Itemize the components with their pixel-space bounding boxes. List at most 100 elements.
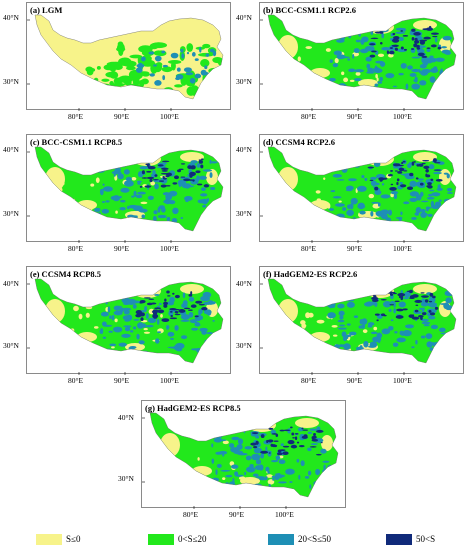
yellow-speck xyxy=(238,476,246,481)
teal-patch xyxy=(156,166,166,169)
teal-patch xyxy=(124,319,131,322)
navy-patch xyxy=(369,43,376,46)
tibet-map xyxy=(142,412,339,509)
lon-label-80: 80°E xyxy=(301,112,317,121)
teal-patch xyxy=(110,195,119,201)
navy-patch xyxy=(279,449,286,452)
navy-patch xyxy=(425,174,431,178)
navy-patch xyxy=(313,432,316,437)
navy-patch xyxy=(393,35,400,40)
navy-patch xyxy=(177,169,182,173)
navy-patch xyxy=(173,175,180,180)
teal-patch xyxy=(328,77,336,82)
teal-patch xyxy=(220,439,227,442)
teal-patch xyxy=(370,176,377,180)
navy-patch xyxy=(414,39,420,44)
navy-patch xyxy=(180,163,186,165)
green-patch xyxy=(196,94,207,99)
teal-patch xyxy=(421,307,425,313)
lat-label-40: 40°N xyxy=(236,13,252,22)
green-patch xyxy=(145,89,159,96)
navy-patch xyxy=(267,439,274,443)
yellow-speck xyxy=(343,77,349,83)
yellow-speck xyxy=(50,346,58,351)
teal-patch xyxy=(181,53,185,59)
basin-yellow xyxy=(192,466,212,476)
navy-patch xyxy=(146,291,154,293)
navy-patch xyxy=(272,444,278,448)
teal-patch xyxy=(234,474,244,477)
teal-patch xyxy=(102,324,113,327)
navy-patch xyxy=(302,429,309,431)
navy-patch xyxy=(402,160,406,163)
teal-patch xyxy=(381,328,391,335)
navy-patch xyxy=(415,44,420,48)
navy-patch xyxy=(313,435,317,439)
teal-patch xyxy=(444,83,449,89)
teal-patch xyxy=(307,470,312,476)
teal-patch xyxy=(212,332,220,335)
navy-patch xyxy=(397,170,403,174)
green-patch xyxy=(109,81,114,86)
teal-patch xyxy=(426,341,433,348)
teal-patch xyxy=(434,37,438,43)
green-patch xyxy=(116,43,125,54)
teal-patch xyxy=(322,460,330,463)
teal-patch xyxy=(198,309,202,316)
green-patch xyxy=(150,62,158,74)
teal-patch xyxy=(423,324,430,327)
navy-patch xyxy=(149,178,153,183)
navy-patch xyxy=(418,163,424,167)
teal-patch xyxy=(433,66,438,70)
teal-patch xyxy=(446,187,453,192)
yellow-speck xyxy=(327,203,331,209)
navy-patch xyxy=(408,314,414,318)
teal-patch xyxy=(166,324,170,330)
green-patch xyxy=(137,55,143,65)
teal-patch xyxy=(190,160,198,164)
navy-patch xyxy=(260,450,269,454)
navy-patch xyxy=(298,444,305,448)
teal-patch xyxy=(103,216,106,223)
navy-patch xyxy=(167,295,171,297)
teal-patch xyxy=(364,177,368,182)
teal-patch xyxy=(180,319,190,322)
teal-patch xyxy=(254,465,263,471)
yellow-speck xyxy=(52,309,55,315)
teal-patch xyxy=(164,198,172,205)
yellow-speck xyxy=(280,174,287,177)
teal-patch xyxy=(233,450,244,455)
teal-patch xyxy=(99,188,104,196)
teal-patch xyxy=(335,213,345,219)
yellow-speck xyxy=(115,210,118,214)
yellow-speck xyxy=(170,460,178,465)
teal-patch xyxy=(157,331,162,334)
teal-patch xyxy=(393,308,396,314)
navy-patch xyxy=(194,315,199,318)
teal-patch xyxy=(260,452,265,459)
teal-patch xyxy=(229,443,235,449)
teal-patch xyxy=(244,446,253,450)
teal-patch xyxy=(154,293,160,296)
lon-label-80: 80°E xyxy=(68,244,84,253)
navy-patch xyxy=(180,176,186,178)
navy-patch xyxy=(139,302,143,304)
teal-patch xyxy=(152,215,157,223)
teal-patch xyxy=(155,338,160,344)
navy-patch xyxy=(190,304,197,308)
yellow-speck xyxy=(143,327,148,331)
teal-patch xyxy=(170,337,174,340)
teal-patch xyxy=(379,76,383,82)
green-patch xyxy=(163,87,174,94)
teal-patch xyxy=(345,299,355,302)
teal-patch xyxy=(194,58,199,62)
navy-patch xyxy=(383,314,387,317)
teal-patch xyxy=(428,193,433,197)
teal-patch xyxy=(132,205,143,211)
yellow-speck xyxy=(388,53,394,58)
yellow-speck xyxy=(78,313,83,320)
navy-patch xyxy=(396,308,404,312)
teal-patch xyxy=(390,191,399,195)
yellow-speck xyxy=(305,46,313,49)
navy-patch xyxy=(276,452,283,456)
